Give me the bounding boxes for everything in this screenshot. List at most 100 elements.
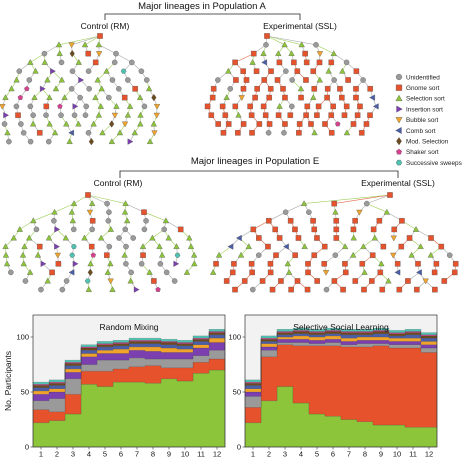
lineage-node-comb-sort [227,243,234,250]
lineage-node-selection-sort [51,208,58,215]
legend-marker-insertion-sort [396,105,403,113]
lineage-node-selection-sort [99,129,106,136]
lineage-node-selection-sort [95,41,103,48]
lineage-node-gnome-sort [352,218,358,224]
lineage-node-unidentified [111,59,118,66]
lineage-node-unidentified [364,200,370,207]
lineage-node-gnome-sort [213,261,219,267]
lineage-node-gnome-sort [331,278,338,284]
lineage-node-selection-sort [137,111,144,118]
lineage-node-gnome-sort [229,269,236,276]
lineage-node-unidentified [51,218,57,224]
lineage-node-shaker-sort [17,94,24,100]
chart-title: Random Mixing [99,322,158,332]
lineage-node-unidentified [130,235,136,241]
lineage-node-selection-sort [66,138,73,144]
lineage-node-gnome-sort [88,243,95,250]
lineage-node-selection-sort [41,59,48,65]
x-tick-label: 9 [379,450,383,458]
lineage-node-gnome-sort [311,226,318,233]
legend-label-mod-selection: Mod. Selection [406,139,449,146]
lineage-node-selection-sort [16,226,23,232]
lineage-node-unidentified [138,68,145,74]
lineage-node-selection-sort [20,260,27,267]
lineage-node-unidentified [82,112,89,118]
x-tick-label: 12 [213,450,221,458]
lineage-node-gnome-sort [209,94,216,101]
lineage-node-selection-sort [316,76,323,83]
lineage-node-selection-sort [34,251,42,258]
lineage-node-unidentified [8,269,14,276]
x-tick-label: 4 [299,450,303,458]
lineage-node-comb-sort [236,234,242,242]
lineage-node-gnome-sort [254,86,260,92]
lineage-node-selection-sort [55,41,63,48]
lineage-edge [52,70,63,81]
lineage-edge [366,194,391,204]
lineage-node-selection-sort [75,59,82,65]
lineage-node-selection-sort [104,269,111,275]
lineage-node-gnome-sort [361,286,367,293]
lineage-node-unidentified [141,103,148,110]
lineage-edge [366,203,387,213]
lineage-node-selection-sort [81,41,89,48]
x-tick-label: 10 [393,450,401,458]
lineage-node-unidentified [106,243,113,250]
lineage-node-gnome-sort [398,243,405,250]
lineage-node-gnome-sort [321,261,327,267]
lineage-node-selection-sort [378,260,385,267]
lineage-node-gnome-sort [89,218,96,224]
lineage-node-selection-sort [360,243,367,249]
legend: Unidentified Gnome sort Selection sort Inse… [395,73,462,167]
lineage-node-unidentified [104,200,110,207]
y-tick-label: 100 [228,333,241,342]
lineage-edge [285,203,305,213]
lineage-node-gnome-sort [140,252,146,258]
lineage-node-selection-sort [158,251,166,258]
lineage-node-gnome-sort [267,261,274,267]
lineage-node-gnome-sort [249,269,255,276]
lineage-node-unidentified [129,59,135,66]
lineage-node-selection-sort [61,94,68,100]
lineage-node-gnome-sort [222,112,229,118]
lineage-node-selection-sort [343,129,351,136]
lineage-node-selection-sort [27,59,34,65]
lineage-node-selection-sort [62,234,69,241]
lineage-node-selection-sort [276,103,283,109]
lineage-node-comb-sort [261,59,268,66]
lineage-edge [234,53,254,63]
lineage-node-insertion-sort [173,260,180,267]
lineage-node-selection-sort [26,234,33,241]
lineage-edge [71,35,101,46]
lineage-node-gnome-sort [345,77,351,83]
lineage-node-gnome-sort [331,200,337,207]
lineage-node-unidentified [282,209,289,215]
lineage-node-gnome-sort [305,269,311,276]
lineage-node-selection-sort [341,243,349,249]
lineage-node-gnome-sort [278,278,284,284]
lineage-node-bubble-sort [151,130,158,137]
lineage-node-selection-sort [108,138,115,144]
lineage-node-unidentified [128,269,134,276]
lineage-node-gnome-sort [219,103,226,110]
lineage-node-unidentified [323,286,330,293]
lineage-node-selection-sort [70,200,78,206]
lineage-node-gnome-sort [240,121,247,127]
lineage-node-gnome-sort [339,94,345,101]
plot-frame [244,314,438,448]
lineage-node-gnome-sort [256,235,262,241]
y-tick-label: 50 [233,388,241,397]
lineage-node-unidentified [157,261,164,267]
lineage-node-unidentified [68,86,75,92]
lineage-node-selection-sort [131,129,138,136]
lineage-node-gnome-sort [259,278,266,284]
lineage-edge [143,211,167,222]
lineage-node-selection-sort [210,269,217,275]
x-tick-label: 5 [103,450,107,458]
lineage-node-gnome-sort [92,59,99,66]
lineage-node-selection-sort [137,120,144,127]
lineage-node-gnome-sort [343,269,349,276]
legend-marker-mod-selection [396,137,402,146]
lineage-node-gnome-sort [370,226,377,233]
lineage-node-gnome-sort [253,68,260,74]
